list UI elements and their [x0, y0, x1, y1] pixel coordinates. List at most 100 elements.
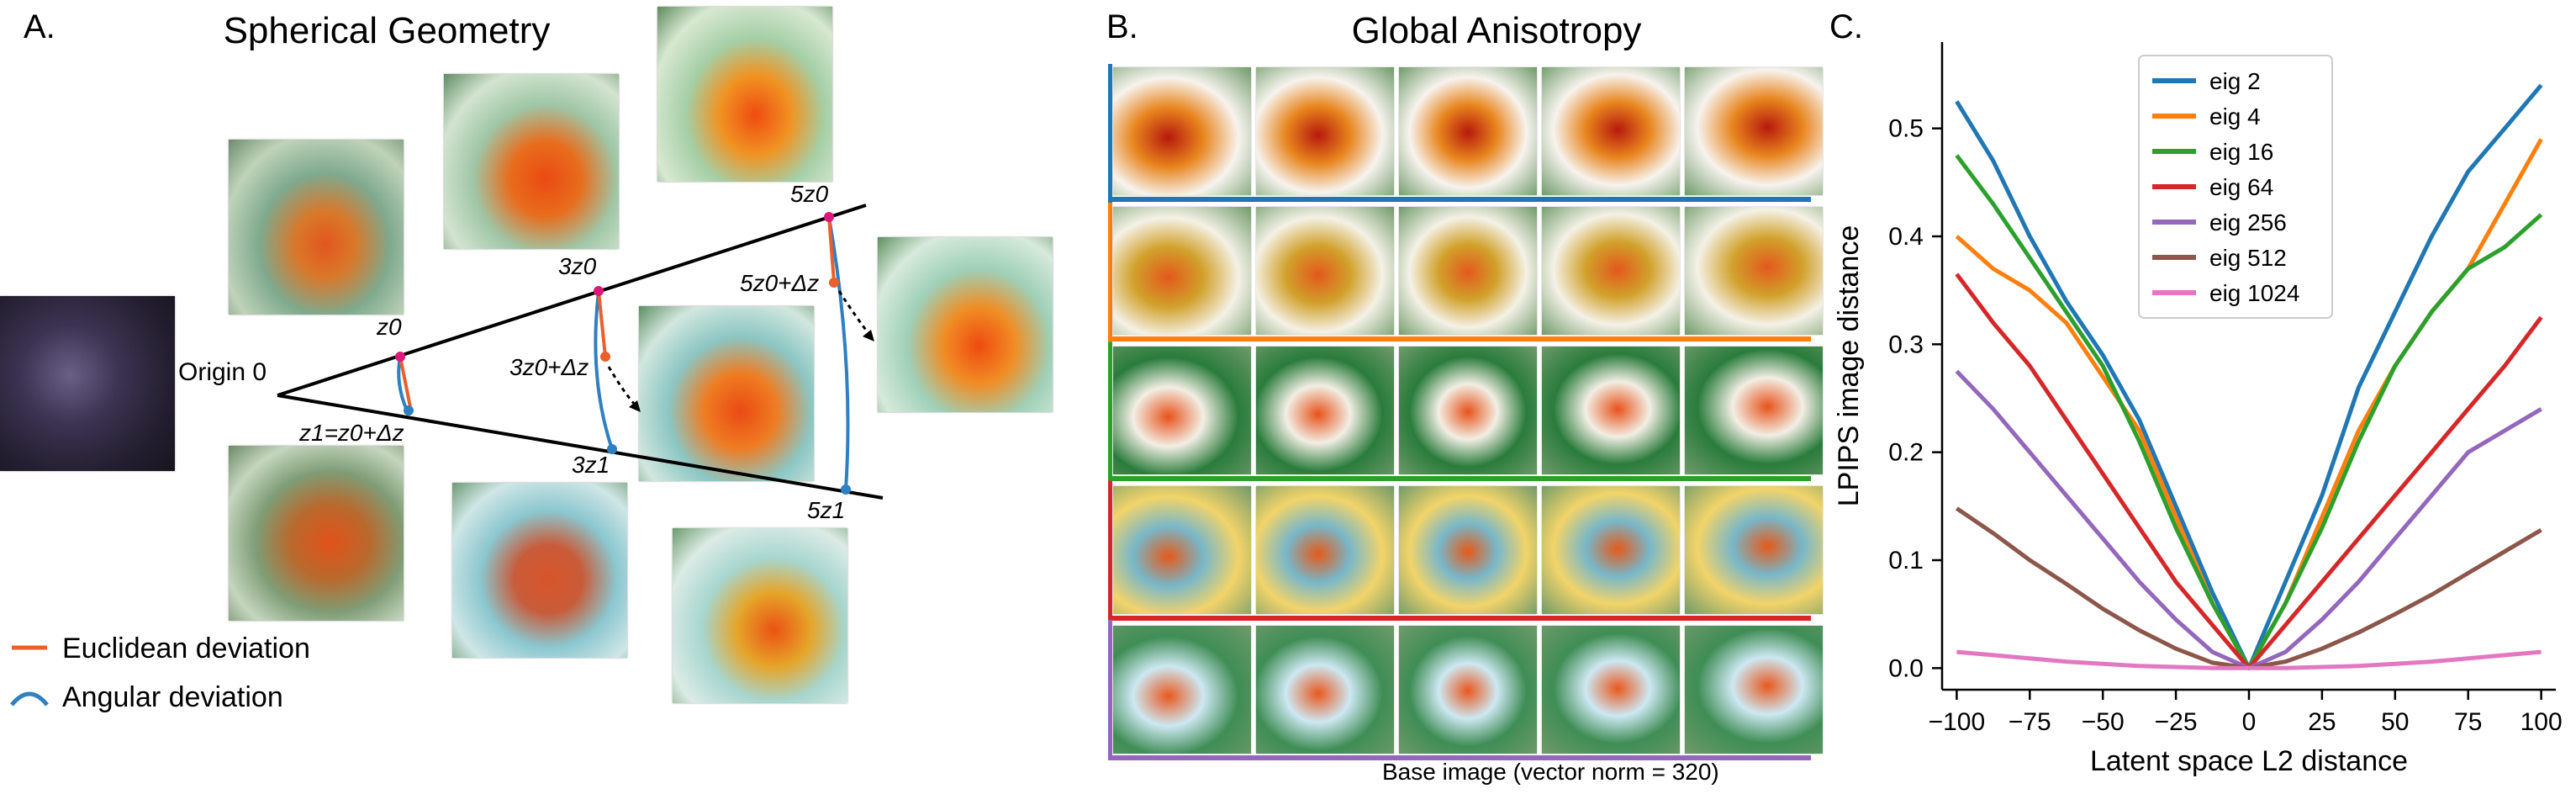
- x-tick-label: −75: [2009, 708, 2051, 736]
- fish-image: [673, 528, 847, 703]
- legend-label: eig 256: [2209, 209, 2287, 236]
- point-3z0-dz: [600, 352, 610, 362]
- legend-label: eig 16: [2209, 139, 2273, 165]
- point-3z0: [594, 286, 604, 296]
- panel-a-title: Spherical Geometry: [223, 10, 551, 51]
- fish-image: [229, 446, 404, 621]
- fish-image: [229, 140, 404, 315]
- panel-c-letter: C.: [1829, 8, 1863, 45]
- x-tick-label: 75: [2454, 708, 2482, 736]
- point-5z0-dz: [829, 278, 839, 288]
- grid-image: [1542, 207, 1680, 335]
- grid-image: [1685, 67, 1823, 195]
- point-5z0: [824, 212, 834, 222]
- euclidean-legend-label: Euclidean deviation: [62, 633, 310, 664]
- 5z1-label: 5z1: [807, 497, 845, 523]
- 5z0-label: 5z0: [790, 181, 829, 207]
- row-divider: [1108, 616, 1811, 621]
- grid-left-border: [1108, 64, 1112, 759]
- legend-label: eig 4: [2209, 103, 2261, 130]
- grid-image: [1542, 347, 1680, 474]
- panel-b-title: Global Anisotropy: [1351, 10, 1642, 51]
- y-axis-label: LPIPS image distance: [1833, 225, 1865, 507]
- y-tick-label: 0.3: [1888, 331, 1924, 358]
- origin-label: Origin 0: [178, 358, 267, 386]
- legend-label: eig 2: [2209, 68, 2261, 94]
- panel-a-letter: A.: [24, 8, 55, 45]
- anisotropy-image-grid: [1108, 64, 1823, 760]
- legend-label: eig 64: [2209, 174, 2273, 200]
- euclidean-segment-5: [827, 216, 836, 283]
- grid-image: [1113, 347, 1251, 474]
- 3z0-dz-label: 3z0+Δz: [509, 354, 589, 380]
- x-tick-label: 0: [2242, 708, 2257, 736]
- euclidean-segment-3: [597, 290, 607, 357]
- y-tick-label: 0.4: [1888, 223, 1924, 251]
- spherical-geometry-diagram: Origin 0 z0 z1=z0+Δz 3z0 3z0+Δz 3z1 5z0 …: [10, 181, 884, 713]
- x-tick-label: 100: [2521, 708, 2563, 736]
- legend-box: [2138, 55, 2333, 319]
- grid-image: [1113, 626, 1251, 754]
- grid-image: [1542, 626, 1680, 754]
- grid-image: [1542, 486, 1680, 614]
- x-tick-label: −100: [1929, 708, 1986, 736]
- grid-image: [1399, 67, 1537, 195]
- y-tick-label: 0.1: [1888, 547, 1924, 574]
- point-z0: [395, 352, 405, 362]
- series-line-eig-256: [1955, 369, 2542, 670]
- grid-image: [1113, 486, 1251, 614]
- y-tick-label: 0.2: [1888, 439, 1924, 467]
- grid-image: [1542, 67, 1680, 195]
- grid-image: [1113, 207, 1251, 335]
- grid-image: [1685, 207, 1823, 335]
- angular-legend-label: Angular deviation: [62, 681, 283, 713]
- grid-image: [1256, 486, 1394, 614]
- legend-label: eig 512: [2209, 245, 2287, 271]
- angular-arc-5: [827, 216, 850, 490]
- fish-image: [444, 74, 619, 249]
- euclidean-segment-1: [399, 356, 412, 408]
- angular-arc-1: [397, 356, 409, 411]
- point-5z1: [841, 484, 851, 495]
- grid-image: [1256, 626, 1394, 754]
- lpips-line-chart: −100 −75 −50 −25 0 25 50 75 100 0.0 0.1 0.2 0.3 0.4 0.…: [1833, 42, 2563, 777]
- grid-image: [1399, 207, 1537, 335]
- grid-image: [1399, 347, 1537, 474]
- x-tick-label: −25: [2155, 708, 2198, 736]
- fish-image: [657, 7, 832, 182]
- ray-z0: [277, 204, 867, 397]
- row-divider: [1108, 755, 1811, 760]
- panel-b-letter: B.: [1106, 8, 1138, 45]
- grid-image: [1399, 486, 1537, 614]
- ray-z1: [277, 394, 884, 500]
- dotted-arrow-3: [607, 366, 639, 409]
- row-divider: [1108, 197, 1811, 202]
- legend-label: eig 1024: [2209, 280, 2299, 306]
- series-line-eig-512: [1955, 506, 2542, 670]
- 3z1-label: 3z1: [572, 452, 610, 478]
- grid-image: [1685, 626, 1823, 754]
- grid-image: [1256, 67, 1394, 195]
- x-axis-label: Latent space L2 distance: [2090, 745, 2408, 777]
- row-divider: [1108, 336, 1811, 341]
- row-divider: [1108, 476, 1811, 481]
- grid-image: [1685, 486, 1823, 614]
- 3z0-label: 3z0: [558, 253, 597, 279]
- y-tick-label: 0.5: [1888, 115, 1924, 143]
- fish-image: [639, 306, 814, 481]
- x-tick-label: 50: [2381, 708, 2409, 736]
- 5z0-dz-label: 5z0+Δz: [740, 270, 819, 296]
- z1-label: z1=z0+Δz: [298, 420, 404, 446]
- angular-legend-swatch: [10, 691, 49, 707]
- x-tick-label: −50: [2082, 708, 2125, 736]
- base-noise-image: [0, 296, 175, 471]
- grid-image: [1113, 67, 1251, 195]
- angular-arc-3: [594, 290, 614, 450]
- grid-image: [1256, 347, 1394, 474]
- x-tick-label: 25: [2308, 708, 2336, 736]
- series-line-eig-1024: [1956, 649, 2542, 670]
- grid-image: [1399, 626, 1537, 754]
- grid-image: [1685, 347, 1823, 474]
- y-tick-label: 0.0: [1888, 654, 1924, 682]
- fish-image: [878, 237, 1053, 412]
